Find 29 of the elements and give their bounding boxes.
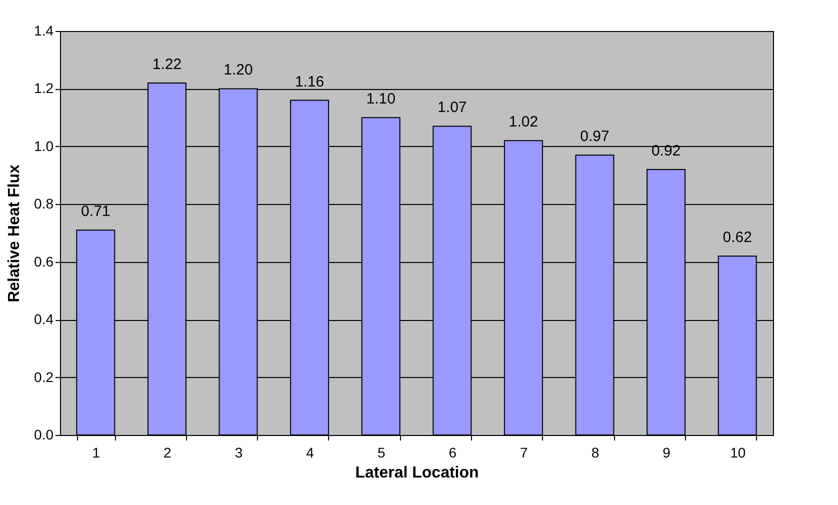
data-label: 1.16 bbox=[294, 73, 324, 90]
x-tick-label: 1 bbox=[92, 444, 100, 460]
y-axis-title: Relative Heat Flux bbox=[6, 164, 24, 302]
data-label: 0.97 bbox=[580, 128, 610, 146]
x-tick-label: 9 bbox=[662, 444, 671, 460]
data-label: 1.07 bbox=[438, 99, 467, 116]
y-tick-label: 0.2 bbox=[34, 368, 54, 385]
x-tick-label: 2 bbox=[164, 444, 172, 460]
y-tick-label: 0.8 bbox=[34, 196, 54, 212]
x-tick-label: 10 bbox=[730, 444, 746, 460]
data-label: 1.02 bbox=[508, 114, 538, 131]
x-tick-label: 5 bbox=[377, 444, 386, 460]
y-tick-label: 0.6 bbox=[34, 253, 54, 270]
x-tick-label: 7 bbox=[520, 444, 528, 460]
data-label: 1.22 bbox=[152, 56, 182, 73]
data-label: 1.20 bbox=[224, 62, 253, 79]
y-tick-label: 1.2 bbox=[34, 80, 54, 96]
x-tick-label: 3 bbox=[234, 444, 243, 460]
data-label: 1.10 bbox=[366, 90, 396, 108]
data-label: 0.62 bbox=[722, 229, 752, 246]
data-label: 0.71 bbox=[81, 203, 110, 220]
x-tick-label: 6 bbox=[448, 444, 457, 460]
y-tick-label: 1.0 bbox=[34, 138, 54, 154]
y-tick-label: 0.4 bbox=[34, 311, 54, 328]
x-tick-label: 4 bbox=[306, 444, 314, 460]
x-axis-title: Lateral Location bbox=[355, 464, 479, 482]
y-tick-label: 0.0 bbox=[34, 426, 54, 442]
x-tick-label: 8 bbox=[591, 444, 600, 460]
y-tick-label: 1.4 bbox=[34, 22, 54, 38]
